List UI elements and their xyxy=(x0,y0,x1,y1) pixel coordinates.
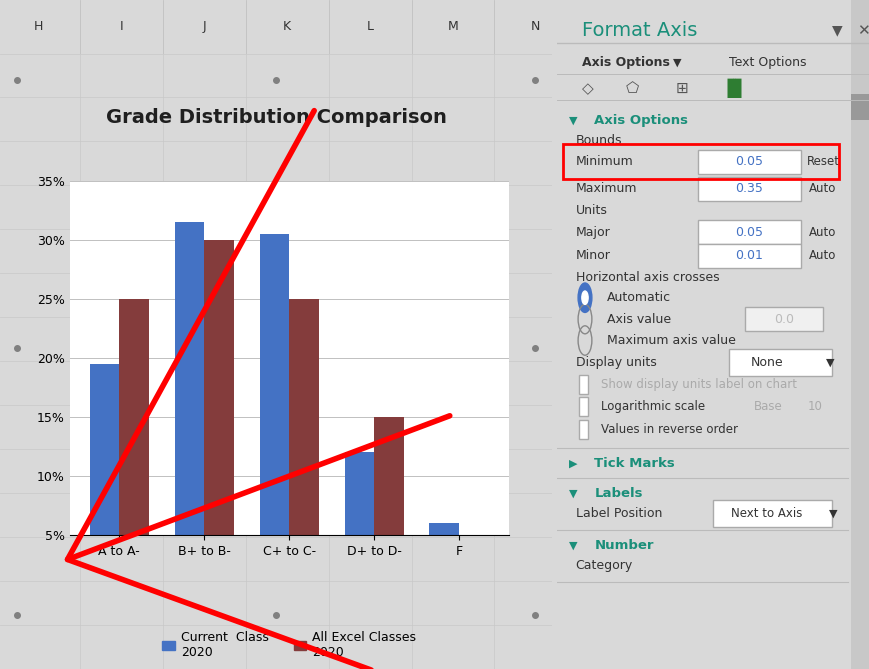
Bar xyxy=(850,0,869,669)
Bar xyxy=(259,233,289,594)
Text: Number: Number xyxy=(594,539,653,552)
Text: Show display units label on chart: Show display units label on chart xyxy=(600,378,796,391)
Text: ⬠: ⬠ xyxy=(625,81,638,96)
Text: ▶: ▶ xyxy=(568,459,577,468)
Text: I: I xyxy=(120,20,123,33)
Bar xyxy=(578,375,587,394)
Text: ▼: ▼ xyxy=(568,116,577,125)
Text: 0.0: 0.0 xyxy=(773,312,793,326)
Bar xyxy=(728,349,832,376)
Text: Base: Base xyxy=(753,400,782,413)
Text: Units: Units xyxy=(575,204,607,217)
Text: Values in reverse order: Values in reverse order xyxy=(600,423,737,436)
Text: J: J xyxy=(202,20,206,33)
Text: H: H xyxy=(34,20,43,33)
Bar xyxy=(697,244,800,268)
Text: ◇: ◇ xyxy=(581,81,593,96)
Text: Maximum: Maximum xyxy=(575,182,636,195)
Text: ▼: ▼ xyxy=(568,489,577,498)
Text: Maximum axis value: Maximum axis value xyxy=(607,334,735,347)
Bar xyxy=(578,397,587,416)
Bar xyxy=(289,299,319,594)
Text: Auto: Auto xyxy=(808,249,836,262)
Text: L: L xyxy=(366,20,373,33)
Text: ▼: ▼ xyxy=(672,58,680,67)
Bar xyxy=(344,452,374,594)
Bar xyxy=(374,417,403,594)
Text: M: M xyxy=(448,20,458,33)
Text: Category: Category xyxy=(575,559,632,572)
Bar xyxy=(744,307,822,331)
Text: Labels: Labels xyxy=(594,487,642,500)
Text: Text Options: Text Options xyxy=(728,56,806,69)
Text: ▼: ▼ xyxy=(826,358,833,367)
Text: Auto: Auto xyxy=(808,182,836,195)
Text: Axis Options: Axis Options xyxy=(581,56,669,69)
Text: 0.05: 0.05 xyxy=(734,155,762,169)
Text: Minimum: Minimum xyxy=(575,155,633,169)
Bar xyxy=(119,299,149,594)
Legend: Current  Class
2020, All Excel Classes
2020: Current Class 2020, All Excel Classes 20… xyxy=(157,626,421,664)
Text: Label Position: Label Position xyxy=(575,507,661,520)
Text: ▐▌: ▐▌ xyxy=(719,79,749,98)
Bar xyxy=(697,150,800,174)
Bar xyxy=(697,177,800,201)
Bar xyxy=(204,240,234,594)
Text: N: N xyxy=(531,20,540,33)
Text: Horizontal axis crosses: Horizontal axis crosses xyxy=(575,271,719,284)
Bar xyxy=(429,523,459,594)
Text: 10: 10 xyxy=(806,400,821,413)
Text: Next to Axis: Next to Axis xyxy=(730,507,801,520)
Text: Axis value: Axis value xyxy=(607,312,670,326)
Text: Auto: Auto xyxy=(808,225,836,239)
Bar xyxy=(175,222,204,594)
Text: Minor: Minor xyxy=(575,249,610,262)
Text: ▼: ▼ xyxy=(828,509,837,518)
Text: Automatic: Automatic xyxy=(607,291,670,304)
Text: None: None xyxy=(749,356,782,369)
Text: Display units: Display units xyxy=(575,356,655,369)
Bar xyxy=(713,500,832,527)
Text: Logarithmic scale: Logarithmic scale xyxy=(600,400,704,413)
Text: Grade Distribution Comparison: Grade Distribution Comparison xyxy=(106,108,446,127)
Text: Format Axis: Format Axis xyxy=(581,21,696,39)
Bar xyxy=(562,144,838,179)
Bar xyxy=(578,420,587,439)
Text: 0.01: 0.01 xyxy=(734,249,762,262)
Text: Tick Marks: Tick Marks xyxy=(594,457,674,470)
Text: 0.35: 0.35 xyxy=(734,182,762,195)
Text: Reset: Reset xyxy=(806,155,839,169)
Bar xyxy=(90,364,119,594)
Text: ▼: ▼ xyxy=(568,541,577,550)
Text: Bounds: Bounds xyxy=(575,134,621,147)
Text: ▼: ▼ xyxy=(832,23,842,37)
Text: ✕: ✕ xyxy=(857,23,869,37)
Text: 0.05: 0.05 xyxy=(734,225,762,239)
Text: Major: Major xyxy=(575,225,610,239)
Bar xyxy=(697,220,800,244)
Circle shape xyxy=(577,283,591,312)
Circle shape xyxy=(581,291,587,304)
Bar xyxy=(850,94,869,120)
Text: ⊞: ⊞ xyxy=(675,81,687,96)
Text: Axis Options: Axis Options xyxy=(594,114,687,127)
Text: K: K xyxy=(283,20,291,33)
